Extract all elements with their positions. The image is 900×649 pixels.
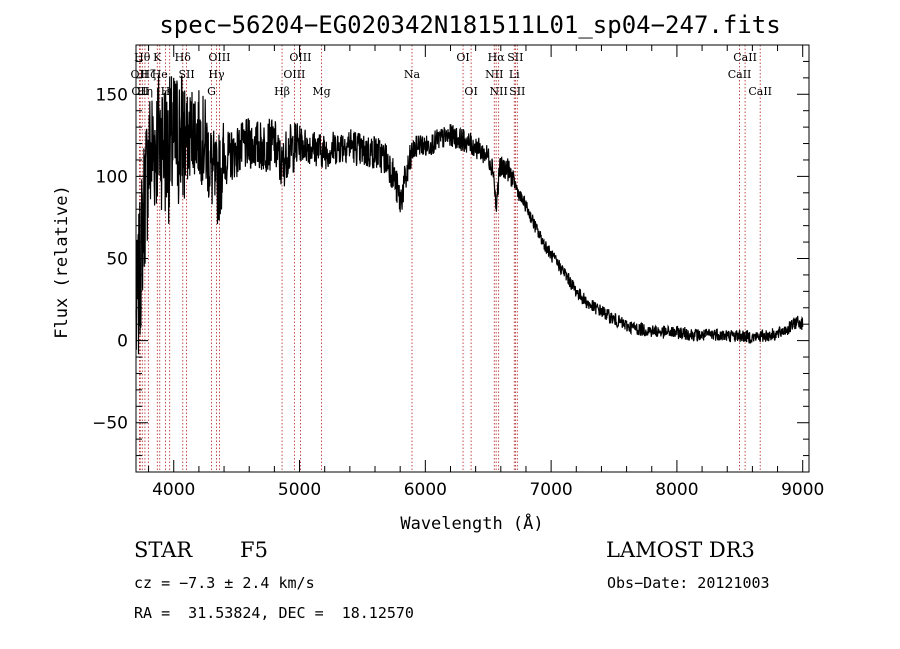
line-marker-label: He xyxy=(152,68,168,81)
y-tick-label: −50 xyxy=(92,414,128,434)
line-marker-label: Hγ xyxy=(208,68,225,81)
coordinates: RA = 31.53824, DEC = 18.12570 xyxy=(134,604,414,622)
line-marker-label: G xyxy=(207,85,216,98)
line-marker-label: Mg xyxy=(312,85,330,98)
line-marker-label: Hδ xyxy=(175,51,192,64)
line-marker-label: Hθ xyxy=(134,51,151,64)
line-marker-label: OII xyxy=(131,68,149,81)
line-marker-label: K xyxy=(153,51,162,64)
x-tick-label: 6000 xyxy=(404,480,447,500)
x-tick-label: 7000 xyxy=(529,480,572,500)
y-tick-label: 150 xyxy=(96,85,128,105)
chart-title: spec−56204−EG020342N181511L01_sp04−247.f… xyxy=(159,11,780,39)
y-axis-label: Flux (relative) xyxy=(52,185,72,339)
y-tick-label: 100 xyxy=(96,167,128,187)
x-axis-label: Wavelength (Å) xyxy=(400,512,543,534)
line-marker-label: SII xyxy=(178,68,194,81)
line-marker-label: CaII xyxy=(728,68,752,81)
line-marker-label: OI xyxy=(464,85,477,98)
plot-frame xyxy=(135,44,810,473)
spectrum-line xyxy=(135,74,804,355)
line-marker-label: Hζ xyxy=(141,68,157,81)
x-axis: 4000 5000 6000 7000 8000 9000 xyxy=(148,45,824,500)
line-marker-label: Hβ xyxy=(274,85,290,98)
line-marker-label: Li xyxy=(509,68,520,81)
line-marker-label: OIII xyxy=(208,51,230,64)
y-tick-label: 0 xyxy=(117,332,128,352)
obs-date: Obs−Date: 20121003 xyxy=(607,574,770,592)
line-markers xyxy=(138,45,761,472)
x-tick-label: 8000 xyxy=(655,480,698,500)
line-marker-label: CaII xyxy=(748,85,772,98)
subclass: F5 xyxy=(240,538,268,562)
line-marker-label: Hα xyxy=(488,51,506,64)
line-marker-label: Hη xyxy=(137,85,153,98)
redshift-readout: cz = −7.3 ± 2.4 km/s xyxy=(134,574,315,592)
y-axis: −50 0 50 100 150 xyxy=(92,60,809,457)
x-tick-label: 4000 xyxy=(152,480,195,500)
line-marker-label: NII xyxy=(490,85,508,98)
line-marker-label: OIII xyxy=(289,51,311,64)
line-marker-label: SII xyxy=(507,51,523,64)
line-marker-label: OI xyxy=(456,51,469,64)
y-tick-label: 50 xyxy=(106,250,128,270)
x-tick-label: 9000 xyxy=(781,480,824,500)
line-marker-labels: OIIOIIHθHηHζKHeHεHδSIIGHγOIIIHβOIIIOIIIM… xyxy=(131,51,772,98)
object-class: STAR xyxy=(134,538,193,562)
line-marker-label: NII xyxy=(485,68,503,81)
line-marker-label: OIII xyxy=(283,68,305,81)
line-marker-label: CaII xyxy=(733,51,757,64)
survey-name: LAMOST DR3 xyxy=(606,538,755,562)
line-marker-label: Na xyxy=(404,68,421,81)
x-tick-label: 5000 xyxy=(278,480,321,500)
line-marker-label: SII xyxy=(509,85,525,98)
